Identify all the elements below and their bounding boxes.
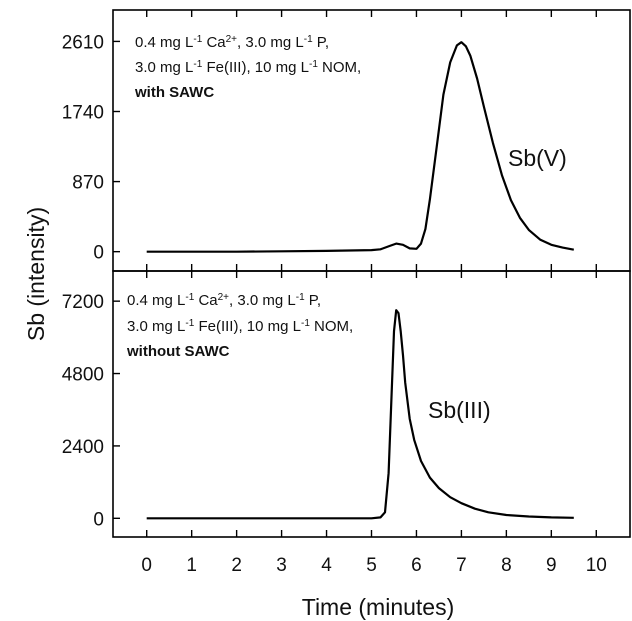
x-axis-title: Time (minutes) bbox=[302, 594, 455, 620]
x-tick-label: 3 bbox=[276, 555, 287, 576]
y-tick-label: 7200 bbox=[62, 292, 104, 313]
y-tick-label: 1740 bbox=[62, 103, 104, 124]
x-tick-label: 9 bbox=[546, 555, 557, 576]
bottom-annotation-line-2: 3.0 mg L-1 Fe(III), 10 mg L-1 NOM, bbox=[127, 318, 353, 336]
y-tick-label: 0 bbox=[93, 243, 104, 264]
bottom-x-ticks bbox=[146, 271, 597, 537]
bottom-panel-frame bbox=[112, 270, 631, 538]
top-y-ticks: 0 870 1740 2610 bbox=[62, 32, 120, 264]
sb-v-series-label: Sb(V) bbox=[508, 145, 567, 171]
y-tick-label: 870 bbox=[72, 173, 104, 194]
x-tick-label: 4 bbox=[321, 555, 332, 576]
top-annotation-line-1: 0.4 mg L-1 Ca2+, 3.0 mg L-1 P, bbox=[135, 34, 329, 52]
top-annotation-line-3: with SAWC bbox=[134, 84, 214, 101]
x-tick-label: 10 bbox=[586, 555, 607, 576]
top-panel: 0 870 1740 2610 0.4 mg L-1 Ca2+, 3.0 mg L-1… bbox=[62, 9, 631, 272]
sb-iii-trace bbox=[146, 309, 574, 520]
sb-iii-series-label: Sb(III) bbox=[428, 397, 491, 423]
x-tick-label: 0 bbox=[141, 555, 152, 576]
bottom-annotation-line-1: 0.4 mg L-1 Ca2+, 3.0 mg L-1 P, bbox=[127, 292, 321, 310]
bottom-annotation-line-3: without SAWC bbox=[126, 343, 230, 360]
y-tick-label: 2610 bbox=[62, 32, 104, 53]
top-annotation-line-2: 3.0 mg L-1 Fe(III), 10 mg L-1 NOM, bbox=[135, 59, 361, 77]
x-tick-label: 7 bbox=[456, 555, 467, 576]
x-tick-labels: 0 1 2 3 4 5 6 7 8 9 10 bbox=[141, 555, 606, 576]
bottom-y-ticks: 0 2400 4800 7200 bbox=[62, 292, 120, 530]
x-tick-label: 6 bbox=[411, 555, 422, 576]
x-tick-label: 1 bbox=[186, 555, 197, 576]
y-tick-label: 2400 bbox=[62, 437, 104, 458]
bottom-panel: 0 2400 4800 7200 0.4 mg L-1 Ca2+, 3.0 mg L-… bbox=[62, 270, 631, 538]
x-tick-label: 8 bbox=[501, 555, 512, 576]
sb-v-trace bbox=[146, 41, 575, 253]
y-axis-title: Sb (intensity) bbox=[23, 207, 49, 341]
top-x-ticks bbox=[146, 10, 597, 271]
x-tick-label: 5 bbox=[366, 555, 377, 576]
x-tick-label: 2 bbox=[231, 555, 242, 576]
y-tick-label: 4800 bbox=[62, 365, 104, 386]
y-tick-label: 0 bbox=[93, 509, 104, 530]
